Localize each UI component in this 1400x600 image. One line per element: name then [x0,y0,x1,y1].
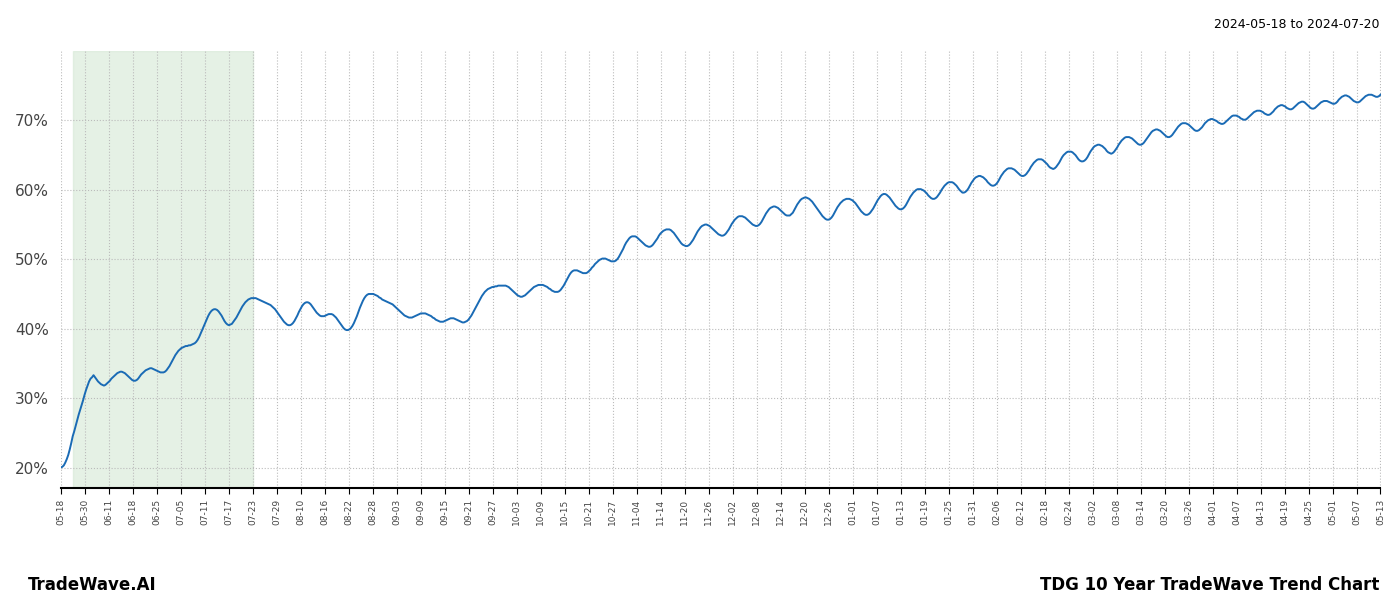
Bar [73,51,253,488]
Text: TradeWave.AI: TradeWave.AI [28,576,157,594]
Text: TDG 10 Year TradeWave Trend Chart: TDG 10 Year TradeWave Trend Chart [1040,576,1379,594]
Text: 2024-05-18 to 2024-07-20: 2024-05-18 to 2024-07-20 [1214,18,1379,31]
